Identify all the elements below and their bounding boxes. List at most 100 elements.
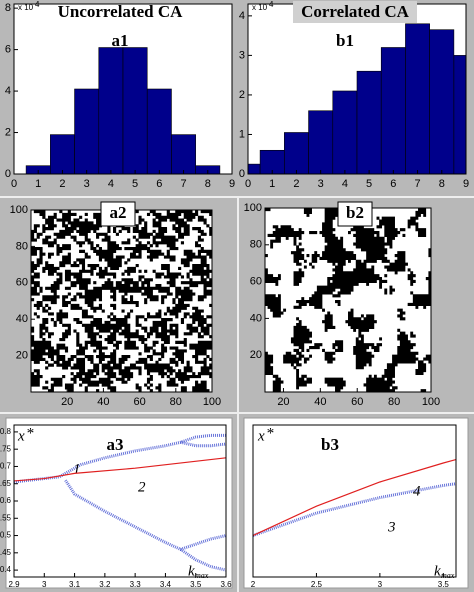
- x-tick-label: 2.5: [311, 580, 323, 589]
- curve-label: 1: [73, 461, 81, 477]
- bar: [171, 134, 196, 175]
- x-tick-label: 3: [42, 580, 47, 589]
- x-tick-label: 7: [180, 178, 186, 190]
- bar: [453, 55, 467, 175]
- panel-label: a3: [107, 435, 124, 454]
- x-tick-label: 3.3: [130, 580, 142, 589]
- bar: [332, 90, 358, 175]
- x-tick-label: 80: [388, 396, 400, 408]
- panel-label: a2: [110, 203, 127, 222]
- x-tick-label: 3.1: [69, 580, 81, 589]
- bar: [405, 23, 430, 175]
- x-axis-label-sub: max: [441, 571, 455, 580]
- y-tick-label: 40: [16, 313, 28, 325]
- x-tick-label: 5: [366, 178, 372, 190]
- y-tick-label: 4: [239, 10, 245, 22]
- y-tick-label: 0.4: [0, 565, 12, 574]
- y-tick-label: 0.6: [0, 496, 12, 505]
- y-tick-label: 80: [250, 239, 262, 251]
- y-tick-label: 60: [250, 276, 262, 288]
- panel-label: a1: [112, 31, 129, 50]
- series-line: [253, 458, 456, 537]
- y-axis-label: x: [17, 428, 25, 444]
- x-tick-label: 0: [11, 178, 17, 190]
- y-tick-label: 0.5: [0, 531, 12, 540]
- y-tick-label: 40: [250, 312, 262, 324]
- x-tick-label: 1: [269, 178, 275, 190]
- x-tick-label: 6: [156, 178, 162, 190]
- bar: [429, 29, 455, 175]
- x-tick-label: 80: [170, 396, 182, 408]
- bar: [122, 47, 148, 175]
- x-tick-label: 20: [61, 396, 73, 408]
- y-tick-label: 2: [5, 126, 11, 138]
- bar: [50, 134, 75, 175]
- x-tick-label: 20: [277, 396, 289, 408]
- x-tick-label: 3: [378, 580, 383, 589]
- x-tick-label: 3: [318, 178, 324, 190]
- y-tick-label: 3: [239, 49, 245, 61]
- x-axis-label: k: [434, 563, 441, 579]
- panel-label: b3: [321, 435, 339, 454]
- bar: [356, 70, 382, 175]
- x-axis-label-sub: max: [195, 571, 209, 580]
- chart-panel: 3 4 2 2.5 3 3.5 b3 x * k max: [251, 424, 457, 589]
- y-axis-label-sup: *: [266, 425, 274, 441]
- curve-label: 2: [138, 479, 146, 495]
- series-line: [64, 479, 226, 551]
- y-tick-label: 0.65: [0, 479, 12, 488]
- chart-title: Correlated CA: [301, 2, 410, 21]
- plot-frame: [252, 424, 457, 578]
- y-tick-label: 0: [239, 168, 245, 180]
- y-tick-label: 20: [16, 350, 28, 362]
- x-tick-label: 6: [390, 178, 396, 190]
- title-box: [293, 1, 417, 23]
- y-tick-label: 60: [16, 277, 28, 289]
- x-tick-label: 3: [84, 178, 90, 190]
- x-tick-label: 0: [245, 178, 251, 190]
- panel-label-box: [100, 201, 136, 227]
- bar: [380, 47, 406, 175]
- bar: [146, 88, 172, 175]
- x-tick-label: 3.2: [99, 580, 111, 589]
- x-tick-label: 2: [59, 178, 65, 190]
- x-tick-label: 3.6: [220, 580, 232, 589]
- x-tick-label: 3.4: [160, 580, 172, 589]
- y-multiplier-exponent: 4: [269, 0, 274, 9]
- plot-frame: [13, 424, 227, 578]
- x-tick-label: 9: [463, 178, 469, 190]
- x-tick-label: 60: [351, 396, 363, 408]
- series-line: [180, 440, 226, 448]
- y-tick-label: 4: [5, 85, 11, 97]
- y-tick-label: 0.55: [0, 513, 12, 522]
- curve-label: 3: [387, 519, 396, 535]
- chart-panel: 20 40 60 80 100 20 40 60 80 100 a2: [10, 201, 221, 408]
- series-line: [179, 548, 226, 572]
- curve-label: 4: [413, 483, 421, 499]
- y-tick-label: 100: [10, 204, 28, 216]
- y-tick-label: 0.7: [0, 462, 12, 471]
- bar: [284, 132, 309, 175]
- y-axis-label-sup: *: [26, 425, 34, 441]
- y-tick-label: 0.45: [0, 548, 12, 557]
- ca-pattern: [265, 208, 432, 393]
- bar: [247, 163, 261, 175]
- x-tick-label: 60: [133, 396, 145, 408]
- y-tick-label: 0.75: [0, 444, 12, 453]
- x-tick-label: 9: [229, 178, 235, 190]
- panel-label-box: [337, 201, 373, 227]
- y-tick-label: 0: [5, 168, 11, 180]
- y-tick-label: 20: [250, 349, 262, 361]
- x-tick-label: 100: [203, 396, 221, 408]
- x-tick-label: 2: [293, 178, 299, 190]
- x-tick-label: 8: [439, 178, 445, 190]
- x-tick-label: 7: [414, 178, 420, 190]
- series-line: [14, 457, 226, 482]
- chart-panel: 1 2 2.9 3 3.1 3.2 3.3 3.4 3.5 3.6 0.4 0.45 0.5 0.55 0.…: [0, 424, 232, 589]
- ca-pattern: [31, 210, 213, 393]
- x-tick-label: 1: [35, 178, 41, 190]
- x-tick-label: 4: [108, 178, 114, 190]
